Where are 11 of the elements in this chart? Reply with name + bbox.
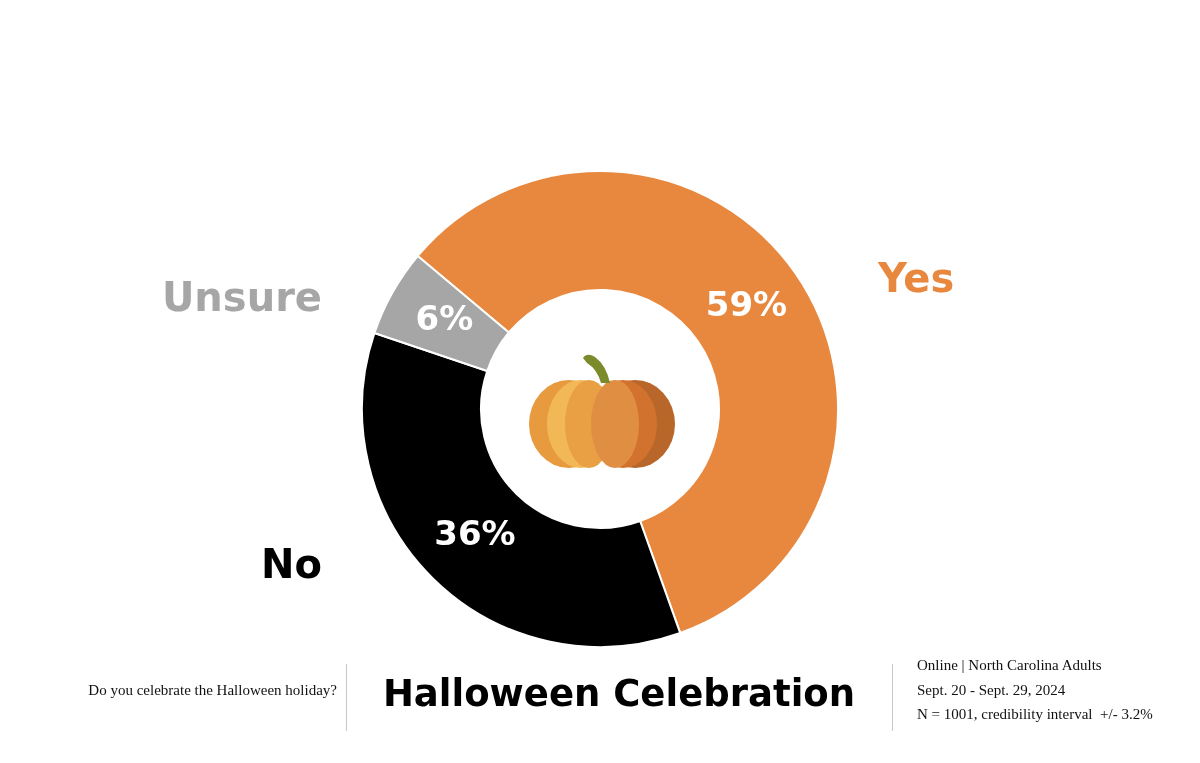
data-label: 6% [415, 298, 474, 339]
data-label: 59% [705, 283, 788, 324]
text: Do you celebrate the Halloween holiday? [88, 682, 337, 699]
slice-label: No [261, 541, 322, 588]
slice-label: Unsure [161, 273, 322, 320]
text: Sept. 20 - Sept. 29, 2024 [917, 680, 1067, 700]
data-label: 36% [434, 513, 516, 554]
text: N = 1001, credibility interval +/- 3.2% [917, 705, 1153, 724]
text: Online | North Carolina Adults [917, 656, 1103, 675]
slice-label: Yes [877, 255, 955, 302]
text: Halloween Celebration [381, 672, 857, 715]
